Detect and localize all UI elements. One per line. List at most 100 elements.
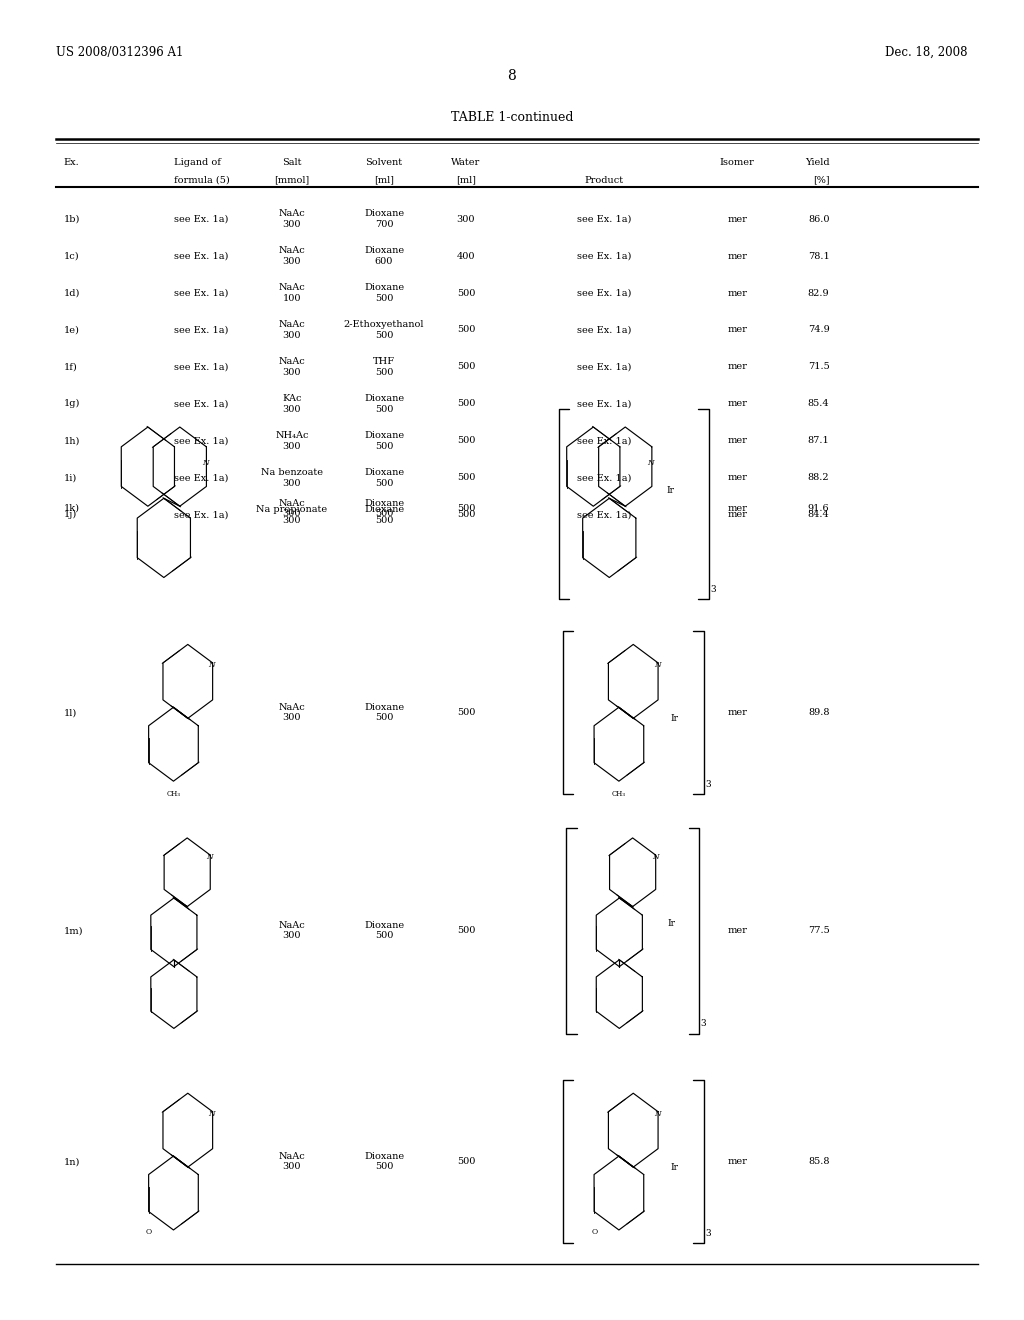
Text: see Ex. 1a): see Ex. 1a) — [577, 363, 632, 371]
Text: 77.5: 77.5 — [808, 927, 829, 935]
Text: Dioxane
700: Dioxane 700 — [364, 210, 404, 228]
Text: Dioxane
500: Dioxane 500 — [364, 921, 404, 940]
Text: 500: 500 — [457, 400, 475, 408]
Text: see Ex. 1a): see Ex. 1a) — [577, 400, 632, 408]
Text: Ir: Ir — [671, 1163, 679, 1172]
Text: NH₄Ac
300: NH₄Ac 300 — [275, 432, 308, 450]
Text: Dioxane
500: Dioxane 500 — [364, 469, 404, 487]
Text: Isomer: Isomer — [720, 158, 755, 168]
Text: 1j): 1j) — [63, 511, 77, 519]
Text: mer: mer — [727, 289, 748, 297]
Text: NaAc
300: NaAc 300 — [279, 358, 305, 376]
Text: mer: mer — [727, 252, 748, 260]
Text: 78.1: 78.1 — [808, 252, 829, 260]
Text: Dioxane
500: Dioxane 500 — [364, 432, 404, 450]
Text: NaAc
300: NaAc 300 — [279, 321, 305, 339]
Text: NaAc
300: NaAc 300 — [279, 704, 305, 722]
Text: TABLE 1-continued: TABLE 1-continued — [451, 111, 573, 124]
Text: THF
500: THF 500 — [373, 358, 395, 376]
Text: NaAc
300: NaAc 300 — [279, 1152, 305, 1171]
Text: 88.2: 88.2 — [808, 474, 829, 482]
Text: 400: 400 — [457, 252, 475, 260]
Text: O: O — [592, 1228, 598, 1236]
Text: 3: 3 — [700, 1019, 707, 1028]
Text: see Ex. 1a): see Ex. 1a) — [577, 215, 632, 223]
Text: Dioxane
500: Dioxane 500 — [364, 704, 404, 722]
Text: 500: 500 — [457, 927, 475, 935]
Text: see Ex. 1a): see Ex. 1a) — [174, 252, 228, 260]
Text: 71.5: 71.5 — [808, 363, 829, 371]
Text: 1l): 1l) — [63, 709, 77, 717]
Text: mer: mer — [727, 363, 748, 371]
Text: 1c): 1c) — [63, 252, 79, 260]
Text: 500: 500 — [457, 363, 475, 371]
Text: Dec. 18, 2008: Dec. 18, 2008 — [885, 46, 968, 59]
Text: see Ex. 1a): see Ex. 1a) — [577, 511, 632, 519]
Text: Dioxane
500: Dioxane 500 — [364, 395, 404, 413]
Text: Salt: Salt — [282, 158, 302, 168]
Text: 500: 500 — [457, 1158, 475, 1166]
Text: see Ex. 1a): see Ex. 1a) — [174, 400, 228, 408]
Text: N: N — [647, 458, 654, 467]
Text: Water: Water — [452, 158, 480, 168]
Text: 8: 8 — [508, 69, 516, 83]
Text: 500: 500 — [457, 289, 475, 297]
Text: 500: 500 — [457, 504, 475, 512]
Text: NaAc
300: NaAc 300 — [279, 210, 305, 228]
Text: 91.6: 91.6 — [808, 504, 829, 512]
Text: 1b): 1b) — [63, 215, 80, 223]
Text: 85.8: 85.8 — [808, 1158, 829, 1166]
Text: mer: mer — [727, 1158, 748, 1166]
Text: [mmol]: [mmol] — [274, 176, 309, 185]
Text: NaAc
100: NaAc 100 — [279, 284, 305, 302]
Text: US 2008/0312396 A1: US 2008/0312396 A1 — [56, 46, 183, 59]
Text: 82.9: 82.9 — [808, 289, 829, 297]
Text: Yield: Yield — [805, 158, 829, 168]
Text: NaAc
300: NaAc 300 — [279, 921, 305, 940]
Text: N: N — [207, 853, 213, 861]
Text: Ir: Ir — [668, 919, 675, 928]
Text: see Ex. 1a): see Ex. 1a) — [577, 474, 632, 482]
Text: Dioxane
500: Dioxane 500 — [364, 506, 404, 524]
Text: 84.4: 84.4 — [808, 511, 829, 519]
Text: 500: 500 — [457, 437, 475, 445]
Text: N: N — [209, 661, 215, 669]
Text: see Ex. 1a): see Ex. 1a) — [174, 363, 228, 371]
Text: mer: mer — [727, 400, 748, 408]
Text: 500: 500 — [457, 511, 475, 519]
Text: see Ex. 1a): see Ex. 1a) — [577, 289, 632, 297]
Text: Dioxane
500: Dioxane 500 — [364, 499, 404, 517]
Text: 87.1: 87.1 — [808, 437, 829, 445]
Text: Na benzoate
300: Na benzoate 300 — [261, 469, 323, 487]
Text: Solvent: Solvent — [366, 158, 402, 168]
Text: 1e): 1e) — [63, 326, 80, 334]
Text: mer: mer — [727, 326, 748, 334]
Text: Ir: Ir — [671, 714, 679, 723]
Text: 3: 3 — [706, 780, 712, 789]
Text: 500: 500 — [457, 326, 475, 334]
Text: 2-Ethoxyethanol
500: 2-Ethoxyethanol 500 — [344, 321, 424, 339]
Text: CH₃: CH₃ — [167, 791, 180, 799]
Text: mer: mer — [727, 709, 748, 717]
Text: mer: mer — [727, 504, 748, 512]
Text: 500: 500 — [457, 709, 475, 717]
Text: [%]: [%] — [813, 176, 829, 185]
Text: mer: mer — [727, 437, 748, 445]
Text: Na propionate
300: Na propionate 300 — [256, 506, 328, 524]
Text: mer: mer — [727, 927, 748, 935]
Text: see Ex. 1a): see Ex. 1a) — [577, 437, 632, 445]
Text: N: N — [654, 661, 660, 669]
Text: KAc
300: KAc 300 — [282, 395, 302, 413]
Text: NaAc
300: NaAc 300 — [279, 499, 305, 517]
Text: 1h): 1h) — [63, 437, 80, 445]
Text: see Ex. 1a): see Ex. 1a) — [577, 326, 632, 334]
Text: 1i): 1i) — [63, 474, 77, 482]
Text: Ligand of: Ligand of — [174, 158, 221, 168]
Text: see Ex. 1a): see Ex. 1a) — [174, 326, 228, 334]
Text: 1k): 1k) — [63, 504, 80, 512]
Text: mer: mer — [727, 215, 748, 223]
Text: [ml]: [ml] — [374, 176, 394, 185]
Text: 300: 300 — [457, 215, 475, 223]
Text: NaAc
300: NaAc 300 — [279, 247, 305, 265]
Text: see Ex. 1a): see Ex. 1a) — [174, 215, 228, 223]
